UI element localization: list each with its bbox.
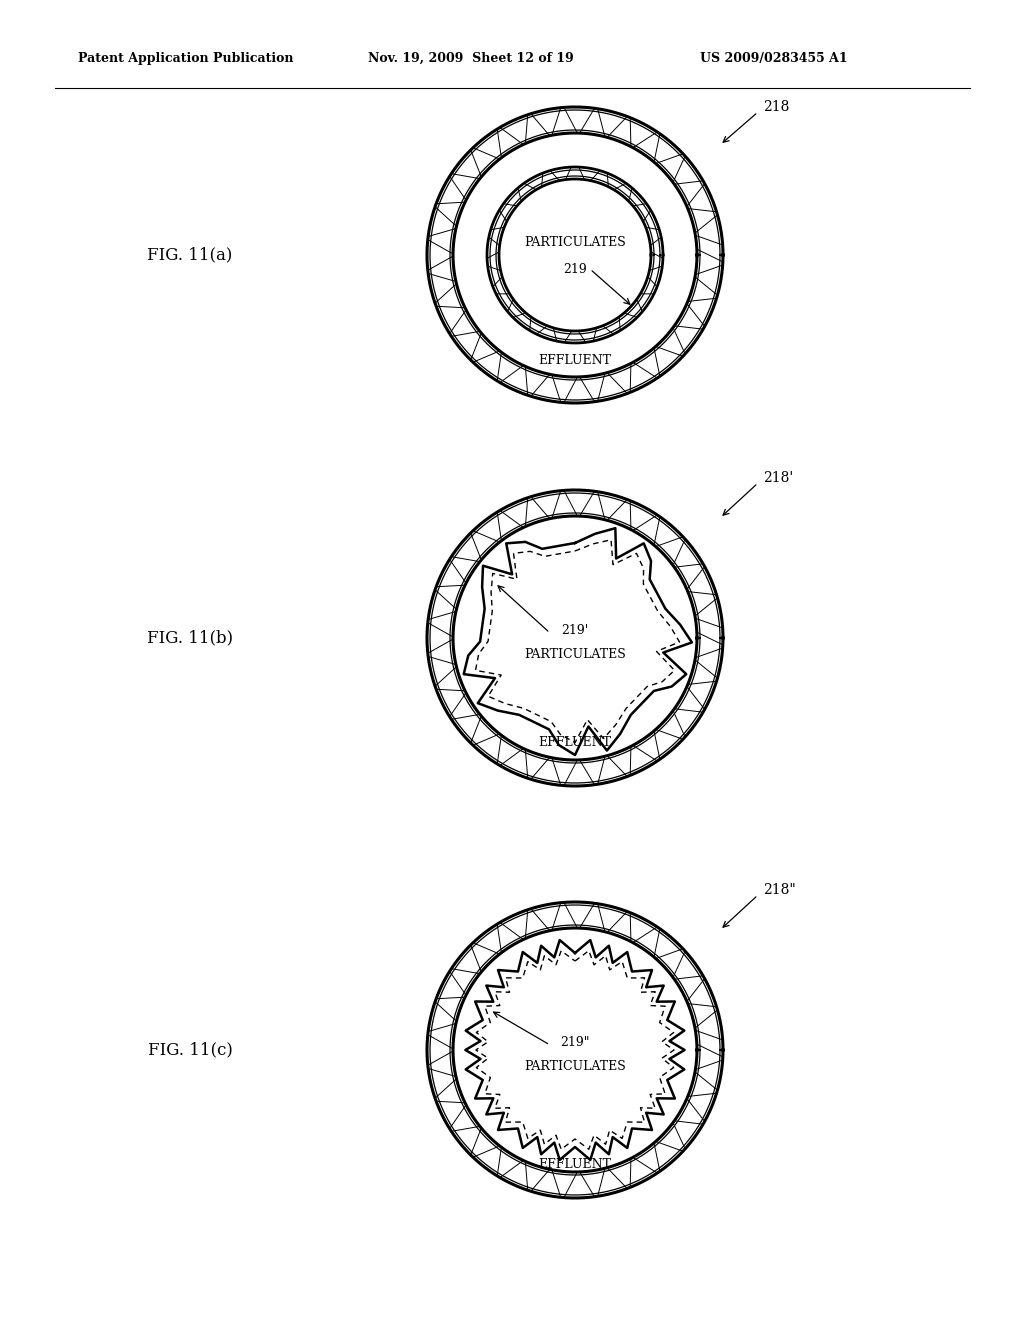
Text: FIG. 11(c): FIG. 11(c) xyxy=(147,1041,232,1059)
Text: PARTICULATES: PARTICULATES xyxy=(524,1060,626,1073)
Text: EFFLUENT: EFFLUENT xyxy=(539,354,611,367)
Text: PARTICULATES: PARTICULATES xyxy=(524,648,626,661)
Text: 218': 218' xyxy=(763,471,794,484)
Text: 219: 219 xyxy=(563,263,587,276)
Text: 218: 218 xyxy=(763,100,790,114)
Text: FIG. 11(a): FIG. 11(a) xyxy=(147,247,232,264)
Text: Nov. 19, 2009  Sheet 12 of 19: Nov. 19, 2009 Sheet 12 of 19 xyxy=(368,51,573,65)
Text: 219": 219" xyxy=(560,1035,590,1048)
Text: US 2009/0283455 A1: US 2009/0283455 A1 xyxy=(700,51,848,65)
Text: Patent Application Publication: Patent Application Publication xyxy=(78,51,294,65)
Text: 219': 219' xyxy=(561,623,589,636)
Text: EFFLUENT: EFFLUENT xyxy=(539,1159,611,1172)
Text: 218": 218" xyxy=(763,883,796,898)
Text: EFFLUENT: EFFLUENT xyxy=(539,737,611,750)
Text: PARTICULATES: PARTICULATES xyxy=(524,236,626,249)
Text: FIG. 11(b): FIG. 11(b) xyxy=(146,630,233,647)
